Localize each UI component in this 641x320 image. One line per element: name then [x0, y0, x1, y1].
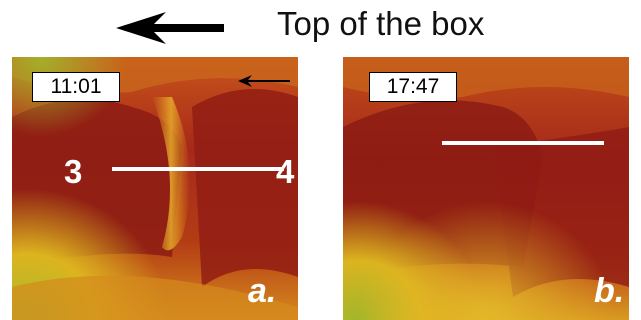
image-panel-b: 17:47 b.	[343, 57, 629, 320]
timestamp-label: 11:01	[32, 72, 120, 102]
surface-photo-b	[343, 57, 629, 320]
panel-label: a.	[248, 272, 277, 310]
marker-left: 3	[64, 153, 83, 190]
marker-right: 4	[276, 153, 295, 190]
surface-photo-a	[12, 57, 298, 320]
timestamp-label: 17:47	[369, 72, 457, 102]
figure-header: Top of the box	[0, 0, 641, 55]
measurement-line	[442, 141, 604, 145]
image-panel-a: 11:01 3 4 a.	[12, 57, 298, 320]
direction-arrow-icon	[238, 75, 290, 87]
measurement-line	[112, 167, 284, 171]
figure-title: Top of the box	[277, 5, 485, 42]
left-arrow-icon	[116, 12, 224, 44]
panel-label: b.	[594, 272, 625, 310]
